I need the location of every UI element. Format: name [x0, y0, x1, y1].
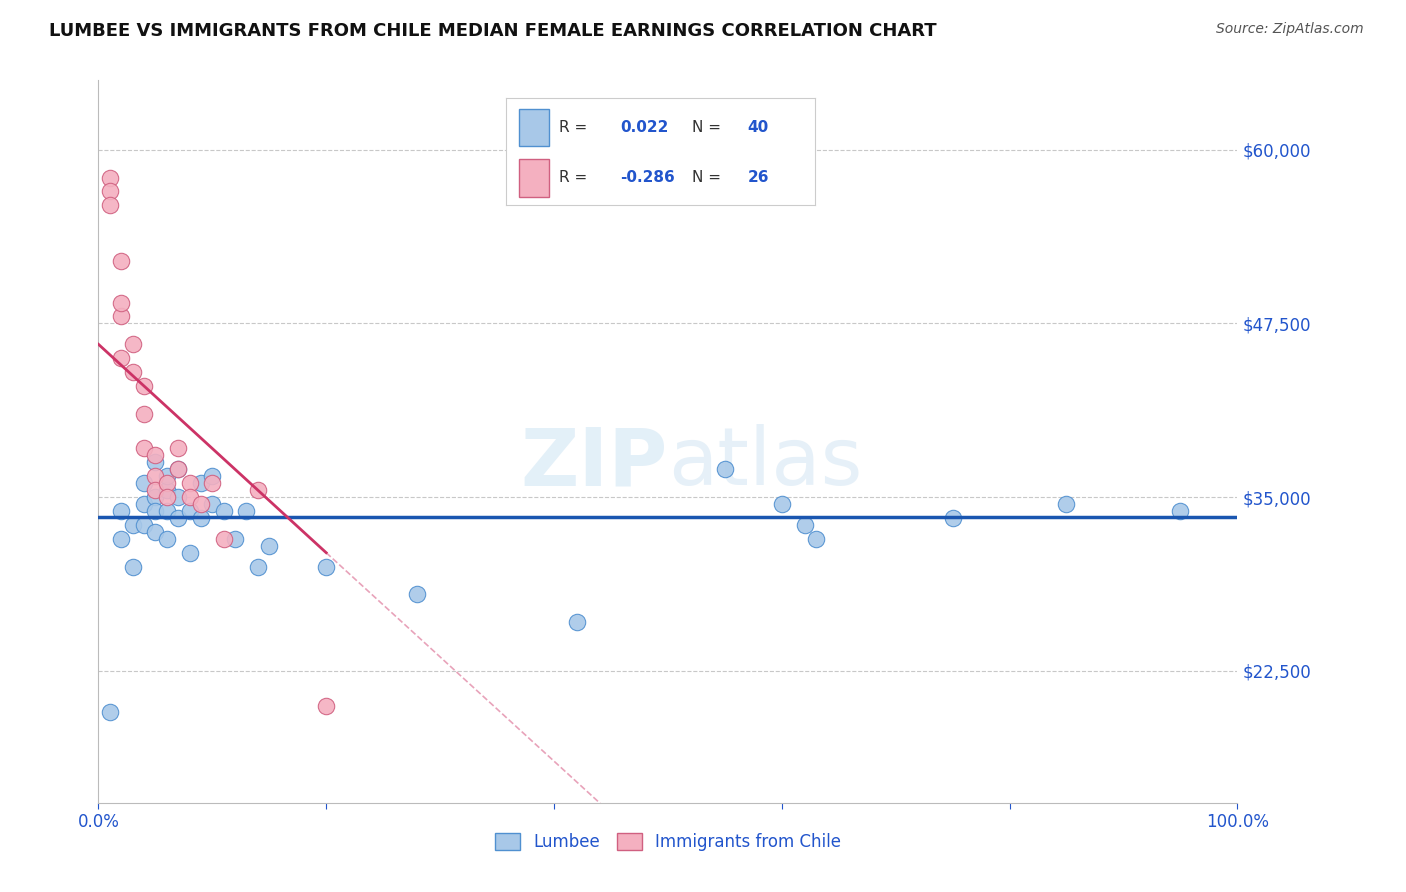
Point [179, 546, 201, 560]
Point [156, 483, 179, 498]
Point [793, 517, 815, 532]
Point [110, 532, 132, 546]
Point [167, 462, 190, 476]
FancyBboxPatch shape [519, 109, 550, 146]
Point [121, 365, 143, 379]
Point [110, 351, 132, 366]
Point [770, 497, 793, 511]
Point [167, 490, 190, 504]
Text: R =: R = [558, 169, 592, 185]
Point [167, 511, 190, 525]
Point [132, 379, 155, 393]
Point [1170, 504, 1192, 518]
Point [167, 442, 190, 456]
Point [132, 517, 155, 532]
Text: -0.286: -0.286 [620, 169, 675, 185]
Text: N =: N = [692, 120, 725, 135]
Point [121, 517, 143, 532]
Point [156, 532, 179, 546]
Point [190, 511, 212, 525]
Point [110, 504, 132, 518]
Text: 26: 26 [748, 169, 769, 185]
Point [98, 706, 121, 720]
Text: LUMBEE VS IMMIGRANTS FROM CHILE MEDIAN FEMALE EARNINGS CORRELATION CHART: LUMBEE VS IMMIGRANTS FROM CHILE MEDIAN F… [49, 22, 936, 40]
Point [942, 511, 965, 525]
Legend: Lumbee, Immigrants from Chile: Lumbee, Immigrants from Chile [486, 825, 849, 860]
Point [145, 490, 167, 504]
Point [156, 504, 179, 518]
Point [145, 524, 167, 539]
Point [212, 532, 235, 546]
Point [406, 587, 429, 601]
Point [315, 559, 337, 574]
Point [259, 539, 281, 553]
Point [110, 310, 132, 324]
Point [132, 407, 155, 421]
Point [121, 337, 143, 351]
Point [110, 253, 132, 268]
Point [98, 170, 121, 185]
Point [145, 483, 167, 498]
Point [190, 497, 212, 511]
Point [1054, 497, 1078, 511]
Point [132, 497, 155, 511]
Text: 40: 40 [748, 120, 769, 135]
Point [804, 532, 827, 546]
Point [156, 469, 179, 483]
Text: Source: ZipAtlas.com: Source: ZipAtlas.com [1216, 22, 1364, 37]
Point [145, 455, 167, 469]
Point [235, 504, 257, 518]
Point [145, 504, 167, 518]
Point [212, 504, 235, 518]
Point [179, 490, 201, 504]
Text: atlas: atlas [668, 425, 862, 502]
Point [201, 476, 224, 491]
Point [167, 462, 190, 476]
Point [156, 490, 179, 504]
Text: R =: R = [558, 120, 592, 135]
Point [145, 449, 167, 463]
Point [714, 462, 737, 476]
Point [156, 476, 179, 491]
Point [315, 698, 337, 713]
Point [179, 504, 201, 518]
Point [201, 497, 224, 511]
Point [201, 469, 224, 483]
Point [132, 442, 155, 456]
Point [246, 483, 269, 498]
Text: ZIP: ZIP [520, 425, 668, 502]
Point [98, 185, 121, 199]
Point [145, 469, 167, 483]
Point [246, 559, 269, 574]
Point [179, 476, 201, 491]
Point [565, 615, 588, 630]
Text: N =: N = [692, 169, 725, 185]
Point [224, 532, 246, 546]
Text: 0.022: 0.022 [620, 120, 669, 135]
Point [190, 476, 212, 491]
FancyBboxPatch shape [519, 159, 550, 196]
Point [121, 559, 143, 574]
Point [98, 198, 121, 212]
Point [110, 295, 132, 310]
Point [132, 476, 155, 491]
